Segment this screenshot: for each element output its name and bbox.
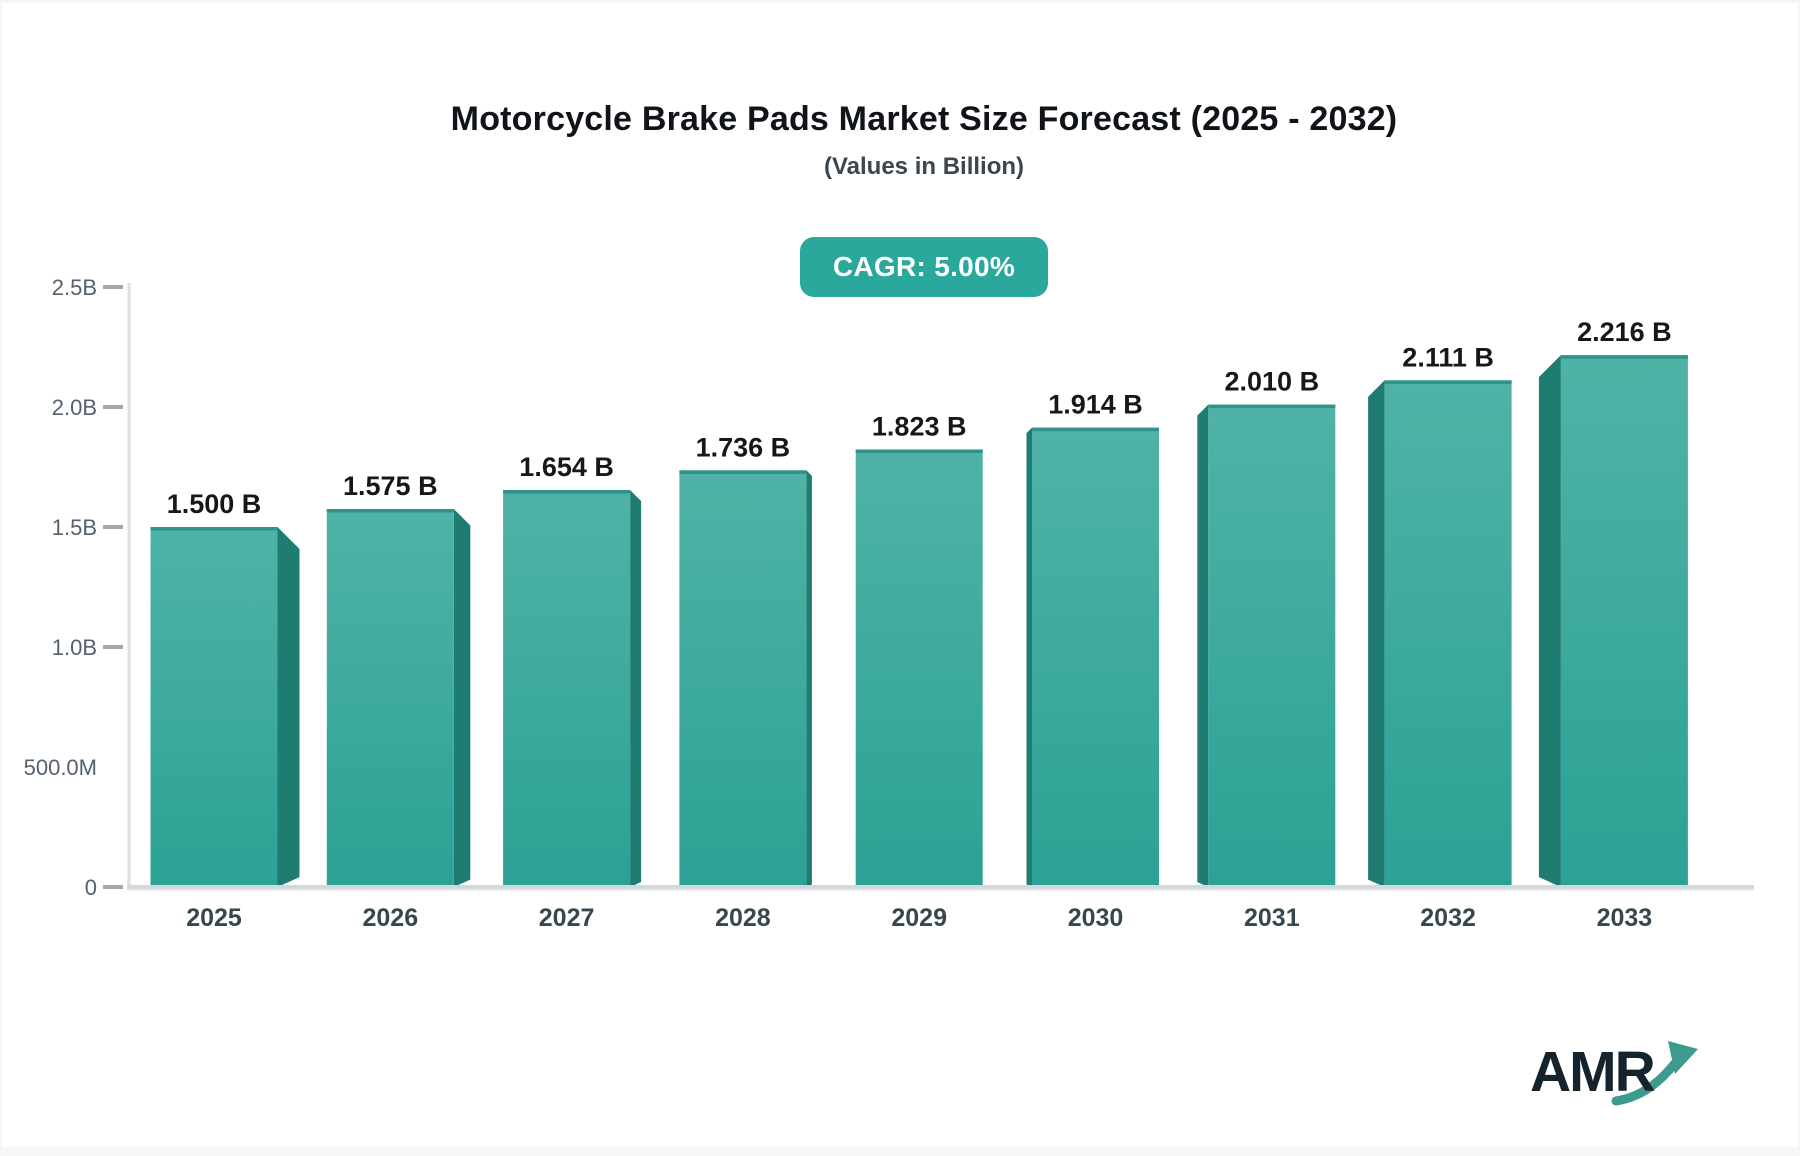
x-axis-label-2031: 2031 [1244, 904, 1300, 932]
bar-side-face [630, 490, 642, 887]
y-tick-label-2.0B: 2.0B [52, 395, 97, 420]
bar-group-2031: 2.010 B 2031 [1197, 367, 1336, 932]
y-axis-line [127, 283, 131, 887]
chart-header: Motorcycle Brake Pads Market Size Foreca… [50, 3, 1798, 297]
x-axis-label-2032: 2032 [1420, 904, 1476, 932]
bar-face [679, 470, 807, 887]
bar-top-rim [326, 509, 454, 513]
chart-subtitle: (Values in Billion) [823, 153, 1025, 180]
y-tick-label-0: 0 [85, 875, 97, 900]
bar-top-rim [150, 527, 278, 531]
bar-face [326, 509, 454, 887]
bar-value-label: 1.500 B [167, 489, 262, 519]
bar-value-label: 2.216 B [1577, 317, 1672, 347]
bar-top-rim [1384, 380, 1512, 384]
bar-top-rim [1560, 355, 1688, 359]
bar-top-rim [1208, 404, 1336, 409]
bar-side-face [1538, 355, 1561, 887]
bar-value-label: 1.654 B [519, 452, 614, 482]
bar-value-label: 2.010 B [1225, 367, 1320, 397]
bar-group-2029: 1.823 B 2029 [855, 411, 983, 932]
bar-group-2032: 2.111 B 2032 [1368, 342, 1512, 932]
bar-value-label: 2.111 B [1402, 342, 1494, 372]
cagr-badge: CAGR: 5.00% [799, 237, 1049, 297]
bar-top-rim [855, 449, 983, 453]
bar-side-face [1026, 427, 1032, 887]
bar-chart: 2.5B 2.0B 1.5B 1.0B 500.0M 0 1.500 B 2025 1.575 … [24, 275, 1754, 932]
bar-top-rim [679, 470, 807, 474]
y-tick-label-500.0M: 500.0M [24, 755, 97, 780]
bar-side-face [1197, 404, 1209, 887]
bar-face [1384, 380, 1512, 887]
x-axis-label-2033: 2033 [1597, 904, 1653, 932]
bar-group-2030: 1.914 B 2030 [1026, 390, 1159, 932]
bar-value-label: 1.575 B [343, 471, 438, 501]
bar-face [1032, 427, 1159, 887]
page-title: Motorcycle Brake Pads Market Size Foreca… [450, 100, 1398, 138]
bar-side-face [806, 470, 812, 887]
bar-group-2025: 1.500 B 2025 [150, 489, 300, 932]
y-tick-label-1.5B: 1.5B [52, 515, 97, 540]
y-tick-label-1.0B: 1.0B [52, 635, 97, 660]
bar-side-face [1368, 380, 1385, 887]
bar-value-label: 1.914 B [1048, 390, 1143, 420]
x-axis-baseline [127, 885, 1754, 889]
bar-top-rim [503, 490, 631, 494]
logo-growth-arrow-icon [1611, 1041, 1698, 1106]
bar-side-face [277, 527, 300, 887]
x-axis-label-2027: 2027 [539, 904, 595, 932]
x-axis-label-2029: 2029 [891, 904, 947, 932]
bar-group-2033: 2.216 B 2033 [1538, 317, 1688, 932]
bar-face [1208, 404, 1336, 887]
amr-logo: AMR [1530, 1040, 1656, 1104]
bar-group-2028: 1.736 B 2028 [679, 432, 812, 932]
bar-value-label: 1.823 B [872, 411, 967, 441]
bar-top-rim [1032, 427, 1159, 432]
bar-face [503, 490, 631, 887]
x-axis-label-2025: 2025 [186, 904, 242, 932]
x-axis-label-2028: 2028 [715, 904, 771, 932]
bar-face [150, 527, 278, 887]
bar-value-label: 1.736 B [696, 432, 791, 462]
y-tick-label-2.5B: 2.5B [52, 275, 97, 300]
bar-group-2027: 1.654 B 2027 [503, 452, 642, 932]
x-axis-label-2030: 2030 [1068, 904, 1124, 932]
x-axis-label-2026: 2026 [362, 904, 418, 932]
bar-side-face [453, 509, 471, 887]
chart-card: 2.5B 2.0B 1.5B 1.0B 500.0M 0 1.500 B 2025 1.575 … [2, 3, 1798, 1147]
bar-face [855, 449, 983, 887]
bar-face [1560, 355, 1688, 887]
bar-group-2026: 1.575 B 2026 [326, 471, 471, 932]
x-axis-baseline-shadow [127, 889, 1754, 891]
